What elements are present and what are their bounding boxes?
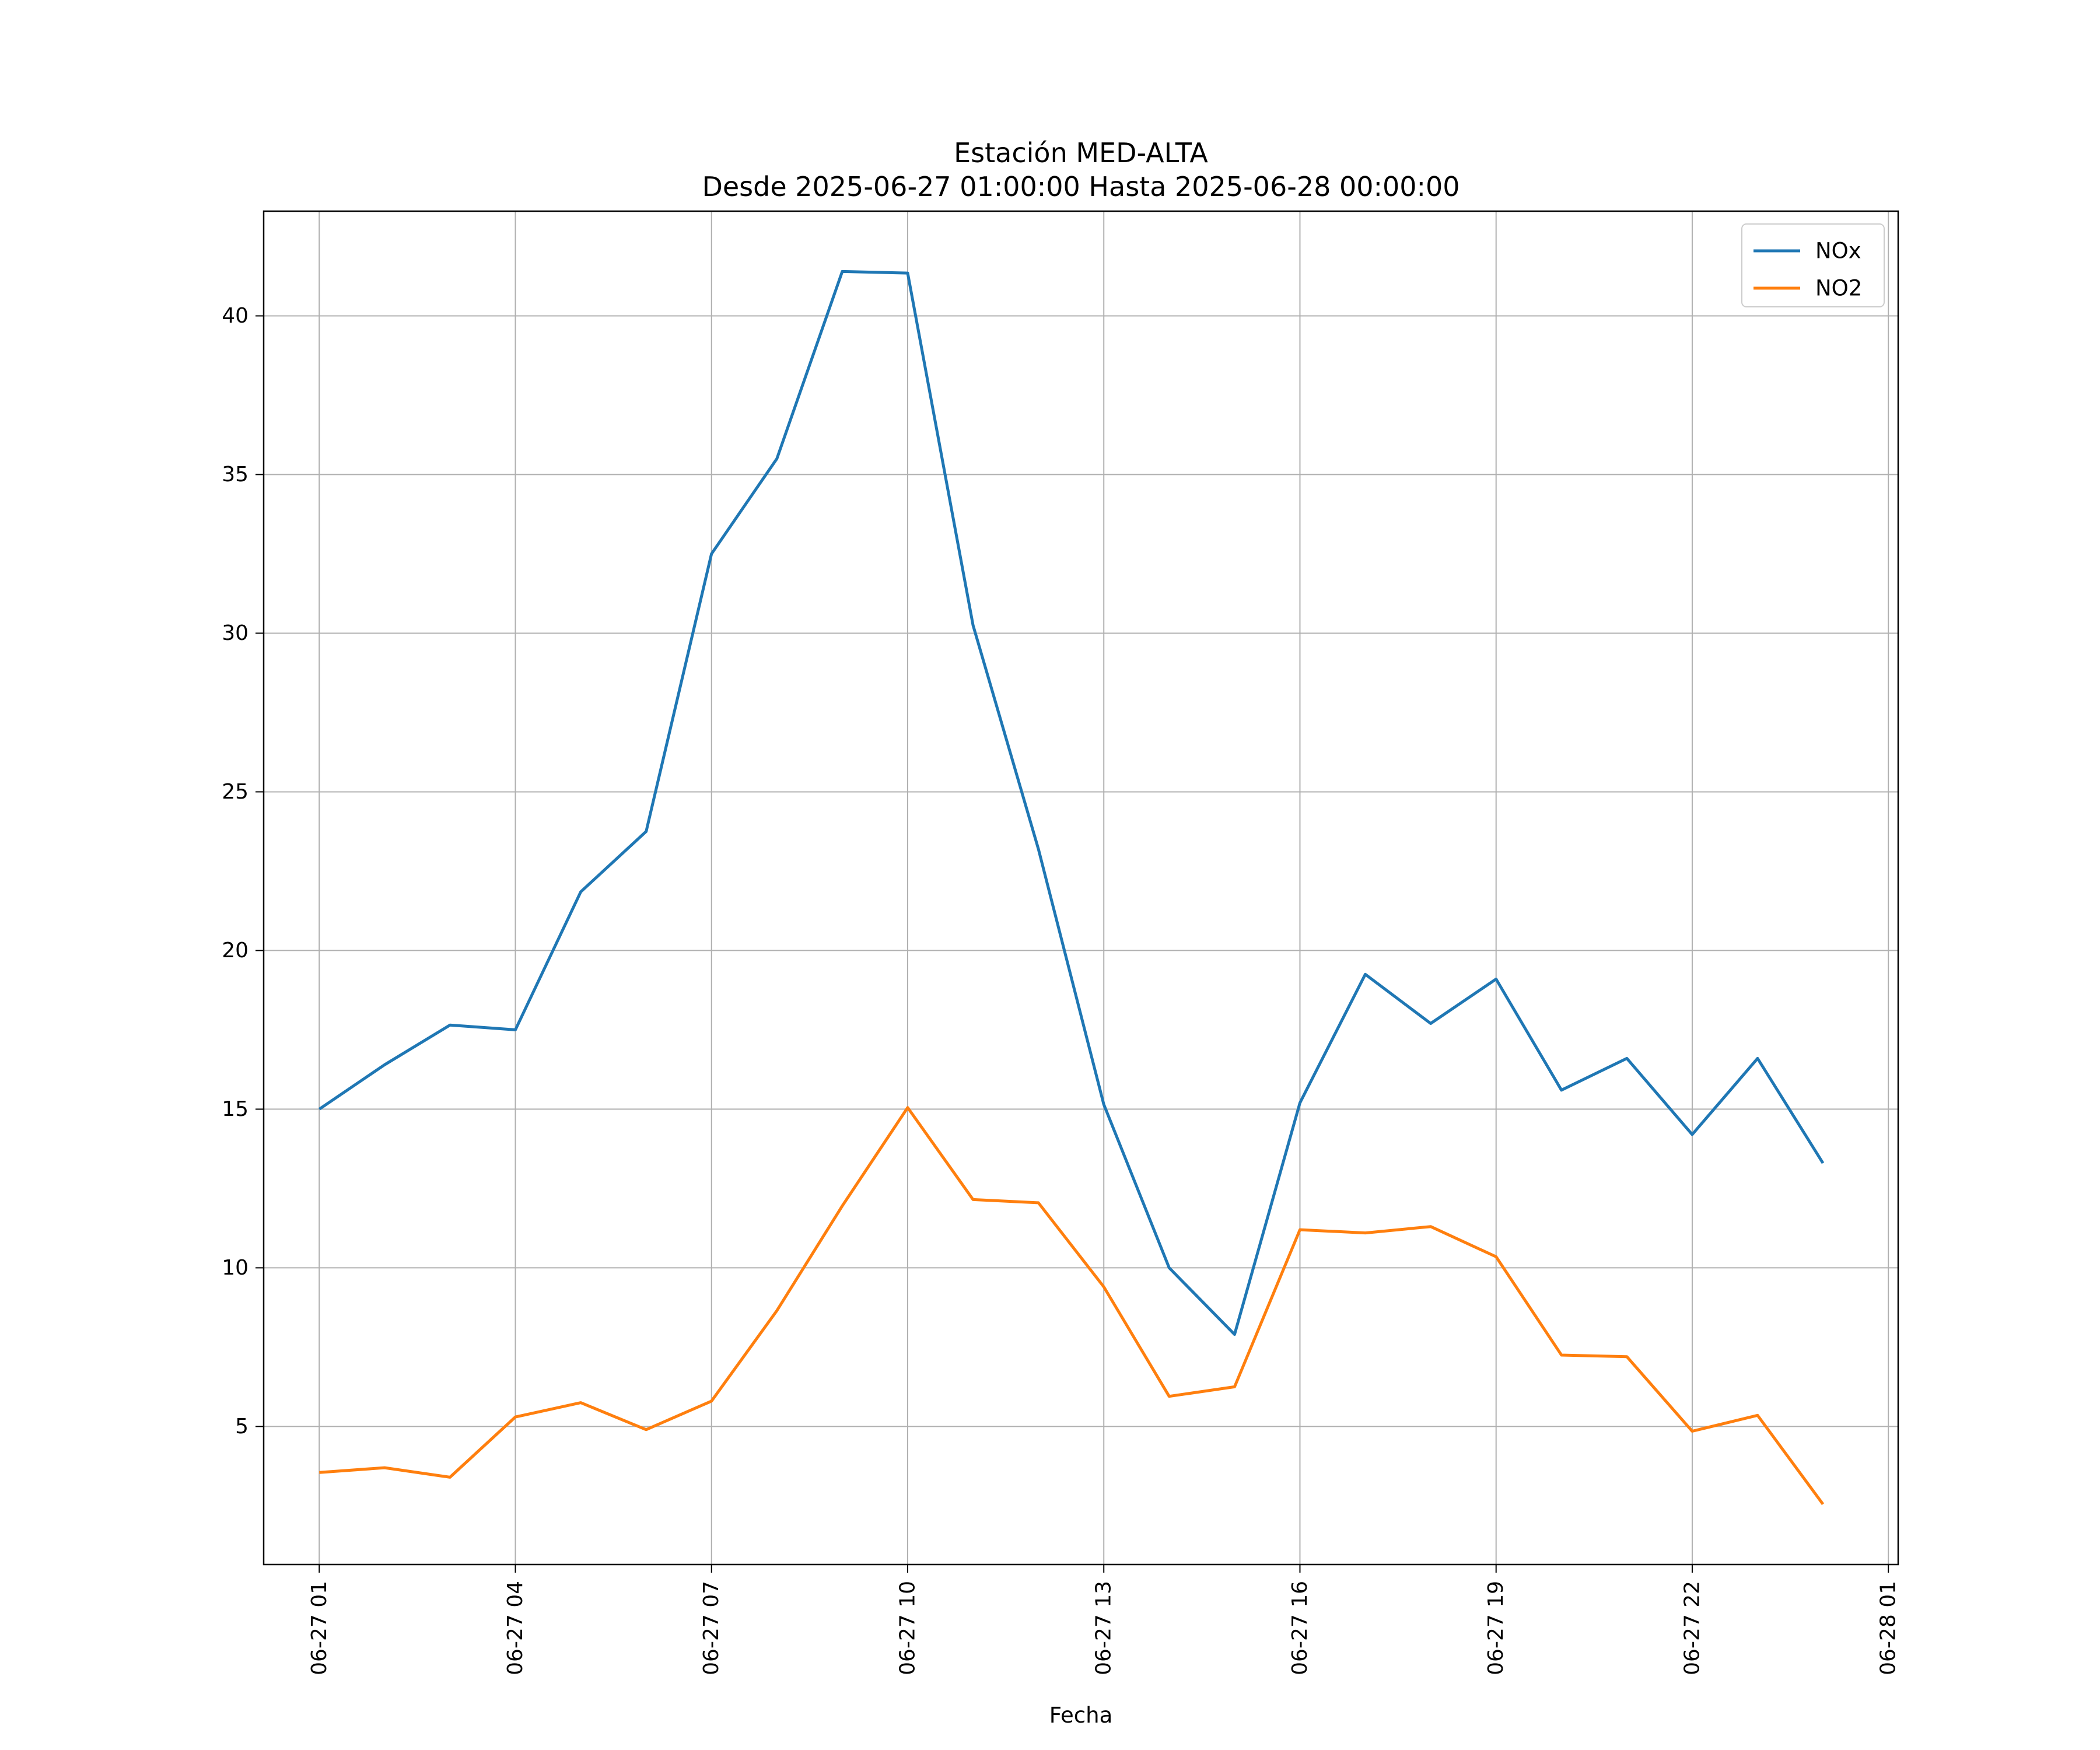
x-tick-label: 06-27 19 (1484, 1581, 1508, 1675)
x-tick-label: 06-27 04 (503, 1581, 527, 1675)
chart-title: Estación MED-ALTA (954, 137, 1208, 169)
legend-label-no2: NO2 (1815, 276, 1862, 301)
x-tick-label: 06-27 16 (1288, 1581, 1312, 1675)
y-axis: 5 10 15 20 25 30 35 40 (222, 304, 264, 1438)
x-tick-label: 06-27 22 (1680, 1581, 1704, 1675)
x-tick-label: 06-27 01 (307, 1581, 331, 1675)
y-tick-label: 30 (222, 621, 249, 645)
x-tick-label: 06-27 13 (1092, 1581, 1116, 1675)
y-tick-label: 25 (222, 780, 249, 804)
x-axis: 06-27 01 06-27 04 06-27 07 06-27 10 06-27 13… (307, 1564, 1901, 1675)
x-tick-label: 06-28 01 (1877, 1581, 1901, 1675)
x-axis-label: Fecha (1049, 1703, 1113, 1728)
x-tick-label: 06-27 10 (895, 1581, 919, 1675)
y-tick-label: 35 (222, 463, 249, 487)
plot-frame (262, 210, 1899, 1566)
y-tick-label: 10 (222, 1256, 249, 1280)
y-tick-label: 5 (235, 1415, 249, 1438)
grid (264, 211, 1898, 1564)
y-tick-label: 40 (222, 304, 249, 328)
series-line-no2 (319, 1106, 1825, 1506)
x-tick-label: 06-27 07 (699, 1581, 723, 1675)
y-tick-label: 20 (222, 939, 249, 963)
legend-box (1741, 223, 1885, 307)
legend: NOx NO2 (1741, 223, 1885, 307)
series-line-nox (318, 270, 1825, 1336)
series-lines (318, 270, 1825, 1506)
legend-label-nox: NOx (1815, 239, 1861, 264)
y-tick-label: 15 (222, 1097, 249, 1121)
chart-subtitle: Desde 2025-06-27 01:00:00 Hasta 2025-06-… (702, 171, 1460, 202)
